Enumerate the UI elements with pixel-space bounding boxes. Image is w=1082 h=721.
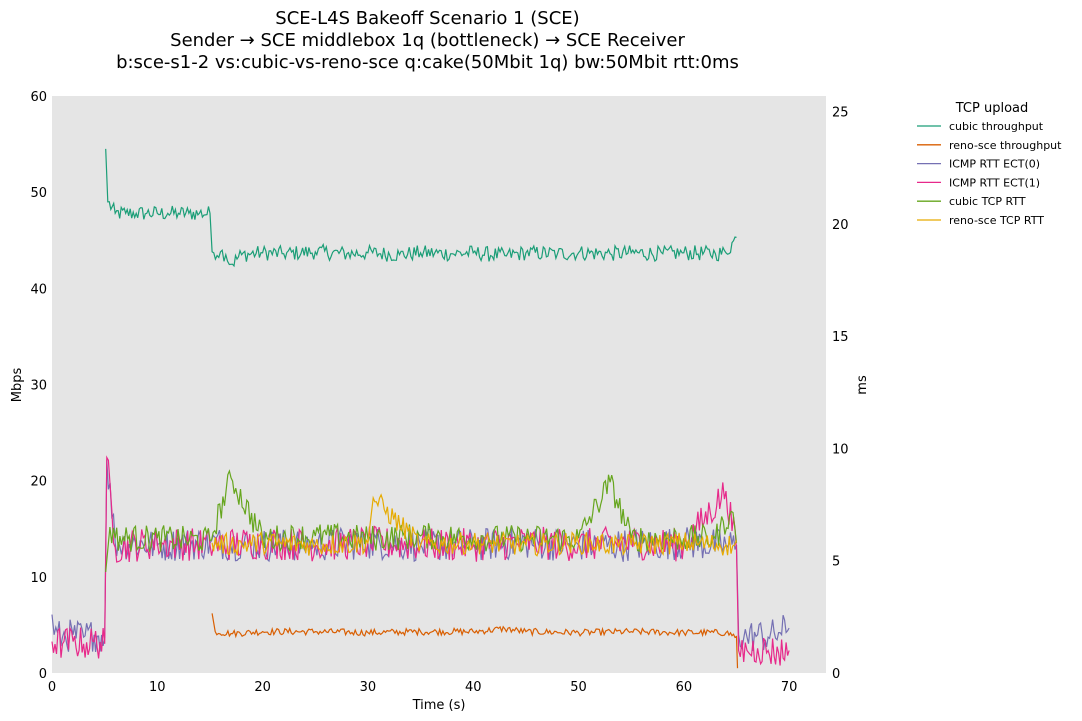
series-line bbox=[211, 493, 738, 557]
legend-label: reno-sce TCP RTT bbox=[949, 214, 1044, 227]
x-axis: 0 10 20 30 40 50 60 70 bbox=[48, 680, 798, 695]
x-tick-label: 40 bbox=[465, 680, 482, 695]
left-y-tick-label: 20 bbox=[30, 475, 47, 490]
left-y-axis: 0 10 20 30 40 50 60 bbox=[30, 90, 47, 682]
series-reno-sce-tcp-rtt bbox=[211, 493, 738, 557]
right-y-tick-label: 0 bbox=[832, 667, 840, 682]
chart-title-line-3: b:sce-s1-2 vs:cubic-vs-reno-sce q:cake(5… bbox=[116, 52, 739, 73]
legend-entry: ICMP RTT ECT(0) bbox=[917, 158, 1040, 171]
x-tick-label: 50 bbox=[570, 680, 587, 695]
legend-title: TCP upload bbox=[955, 101, 1029, 116]
x-tick-label: 60 bbox=[676, 680, 693, 695]
right-y-axis-label: ms bbox=[855, 375, 870, 395]
legend-entry: cubic throughput bbox=[917, 120, 1044, 133]
series-reno-sce-throughput bbox=[211, 613, 739, 669]
right-y-tick-label: 25 bbox=[832, 106, 849, 121]
left-y-tick-label: 0 bbox=[39, 667, 47, 682]
chart-title-line-2: Sender → SCE middlebox 1q (bottleneck) →… bbox=[170, 30, 685, 51]
legend-label: reno-sce throughput bbox=[949, 139, 1062, 152]
plot-area bbox=[52, 96, 826, 673]
right-y-tick-label: 10 bbox=[832, 442, 849, 457]
left-y-axis-label: Mbps bbox=[10, 368, 25, 403]
series-cubic-tcp-rtt bbox=[105, 469, 738, 573]
series-cubic-throughput bbox=[105, 148, 737, 268]
x-axis-label: Time (s) bbox=[412, 698, 466, 713]
legend-entry: cubic TCP RTT bbox=[917, 195, 1026, 208]
legend: TCP upload cubic throughput reno-sce thro… bbox=[917, 101, 1062, 227]
left-y-tick-label: 10 bbox=[30, 571, 47, 586]
legend-label: cubic TCP RTT bbox=[949, 195, 1026, 208]
x-tick-label: 0 bbox=[48, 680, 56, 695]
left-y-tick-label: 50 bbox=[30, 186, 47, 201]
right-y-tick-label: 5 bbox=[832, 555, 840, 570]
legend-entry: ICMP RTT ECT(1) bbox=[917, 176, 1040, 189]
series-line bbox=[105, 148, 737, 268]
series-line bbox=[105, 469, 738, 573]
left-y-tick-label: 30 bbox=[30, 379, 47, 394]
legend-entry: reno-sce TCP RTT bbox=[917, 214, 1044, 227]
legend-entry: reno-sce throughput bbox=[917, 139, 1062, 152]
legend-label: ICMP RTT ECT(1) bbox=[949, 176, 1040, 189]
series-line bbox=[211, 613, 739, 669]
left-y-tick-label: 60 bbox=[30, 90, 47, 105]
left-y-tick-label: 40 bbox=[30, 282, 47, 297]
x-tick-label: 70 bbox=[781, 680, 798, 695]
legend-label: ICMP RTT ECT(0) bbox=[949, 158, 1040, 171]
x-tick-label: 30 bbox=[360, 680, 377, 695]
x-tick-label: 10 bbox=[149, 680, 166, 695]
chart-title-line-1: SCE-L4S Bakeoff Scenario 1 (SCE) bbox=[275, 8, 580, 29]
right-y-tick-label: 15 bbox=[832, 330, 849, 345]
legend-label: cubic throughput bbox=[949, 120, 1044, 133]
right-y-tick-label: 20 bbox=[832, 218, 849, 233]
series-layer bbox=[51, 148, 790, 669]
right-y-axis: 0 5 10 15 20 25 bbox=[832, 106, 849, 682]
x-tick-label: 20 bbox=[254, 680, 271, 695]
